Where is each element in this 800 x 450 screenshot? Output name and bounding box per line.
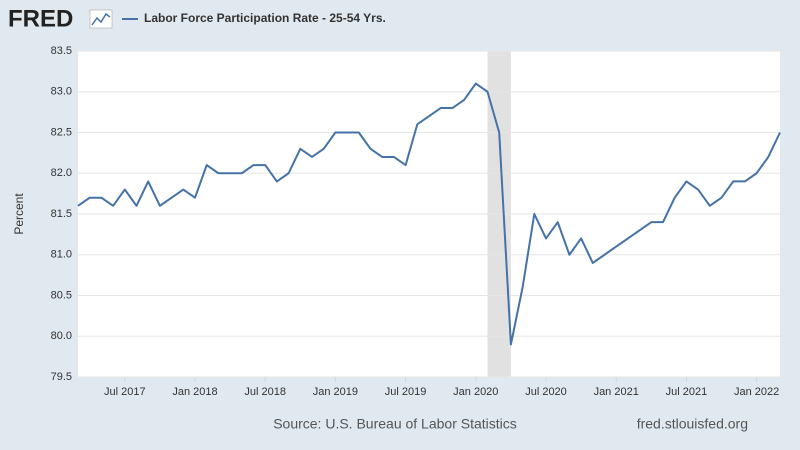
y-axis-label: Percent (12, 193, 26, 235)
x-tick-label: Jul 2020 (525, 386, 567, 398)
y-tick-label: 80.0 (51, 330, 72, 342)
y-tick-label: 83.5 (51, 45, 72, 57)
site: fred.stlouisfed.org (637, 416, 748, 432)
x-tick-label: Jul 2021 (666, 386, 708, 398)
x-tick-label: Jan 2020 (453, 386, 498, 398)
logo: FRED (8, 5, 73, 32)
y-tick-label: 82.5 (51, 126, 72, 138)
source: Source: U.S. Bureau of Labor Statistics (273, 416, 517, 432)
x-tick-label: Jul 2018 (244, 386, 286, 398)
y-tick-label: 79.5 (51, 371, 72, 383)
y-tick-label: 81.0 (51, 249, 72, 261)
x-tick-label: Jul 2017 (104, 386, 146, 398)
y-tick-label: 81.5 (51, 208, 72, 220)
legend-label: Labor Force Participation Rate - 25-54 Y… (144, 11, 386, 25)
x-tick-label: Jul 2019 (385, 386, 427, 398)
x-tick-label: Jan 2022 (734, 386, 779, 398)
y-tick-label: 82.0 (51, 167, 72, 179)
x-tick-label: Jan 2021 (594, 386, 639, 398)
logo-icon (89, 9, 113, 29)
y-tick-label: 80.5 (51, 289, 72, 301)
x-tick-label: Jan 2019 (313, 386, 358, 398)
data-line (77, 82, 781, 346)
x-tick-label: Jan 2018 (172, 386, 217, 398)
y-tick-label: 83.0 (51, 86, 72, 98)
